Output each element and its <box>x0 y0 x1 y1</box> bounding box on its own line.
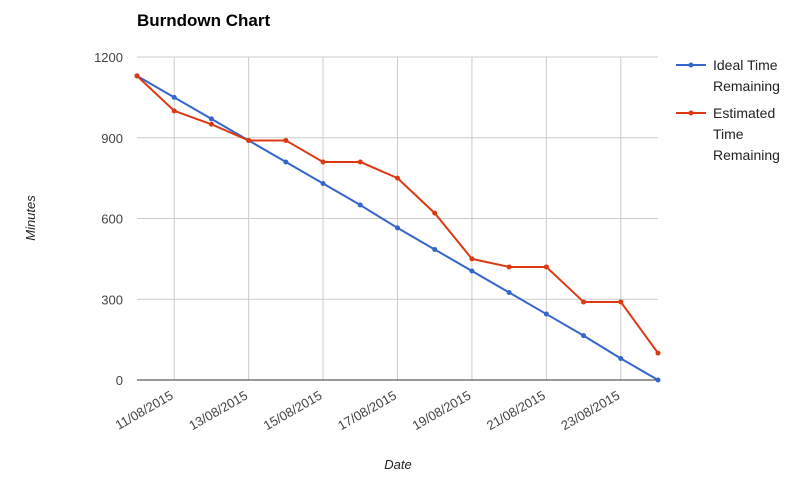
legend-swatch-dot-1 <box>688 110 694 116</box>
series-0-point <box>506 290 512 296</box>
series-0-point <box>395 225 400 231</box>
series-0-point <box>581 333 587 339</box>
series-1-point <box>208 121 214 127</box>
chart-title: Burndown Chart <box>137 11 270 30</box>
series-0-point <box>432 246 438 252</box>
series-1-point <box>171 108 177 114</box>
series-0-point <box>208 116 214 122</box>
series-1-point <box>320 159 326 165</box>
series-0-point <box>283 159 289 165</box>
series-1-point <box>395 175 400 181</box>
series-1-point <box>655 350 661 356</box>
grid-layer <box>137 56 658 380</box>
series-0-point <box>618 355 624 361</box>
legend-swatch-dot-0 <box>688 62 694 68</box>
series-1-point <box>506 264 512 270</box>
y-tick-label: 600 <box>101 212 123 227</box>
series-0-point <box>655 377 661 383</box>
x-tick-label: 23/08/2015 <box>558 388 622 434</box>
series-1-point <box>543 264 549 270</box>
series-1-point <box>469 256 475 262</box>
series-0-point <box>171 94 177 100</box>
y-tick-label: 1200 <box>94 50 123 65</box>
x-tick-label: 13/08/2015 <box>186 388 250 434</box>
x-tick-label: 19/08/2015 <box>410 388 474 434</box>
x-tick-label: 21/08/2015 <box>484 388 548 434</box>
series-1-point <box>246 137 252 143</box>
y-tick-label: 900 <box>101 131 123 146</box>
x-tick-label: 17/08/2015 <box>335 388 399 434</box>
series-0-point <box>543 311 549 317</box>
series-layer <box>134 73 661 383</box>
series-1-point <box>283 137 289 143</box>
series-0-point <box>469 268 475 274</box>
series-0-point <box>357 202 363 208</box>
x-tick-label: 11/08/2015 <box>113 388 176 433</box>
axis-layer: 0 300 600 900 1200 11/08/2015 13/08/2015 15/08/… <box>94 50 658 433</box>
series-0-point <box>320 181 326 187</box>
series-1-point <box>581 299 587 305</box>
series-1-point <box>618 299 624 305</box>
y-tick-label: 0 <box>116 373 123 388</box>
legend: Ideal Time Remaining Estimated Time Remainin… <box>676 57 780 163</box>
series-1-point <box>432 210 438 216</box>
series-1-point <box>357 159 363 165</box>
y-tick-label: 300 <box>101 292 123 307</box>
x-tick-label: 15/08/2015 <box>261 388 325 434</box>
series-1-point <box>134 73 140 79</box>
legend-label-0: Ideal Time Remaining <box>713 57 780 94</box>
y-axis-label: Minutes <box>23 195 38 241</box>
x-axis-label: Date <box>384 457 411 472</box>
legend-label-1: Estimated Time Remaining <box>713 105 780 163</box>
